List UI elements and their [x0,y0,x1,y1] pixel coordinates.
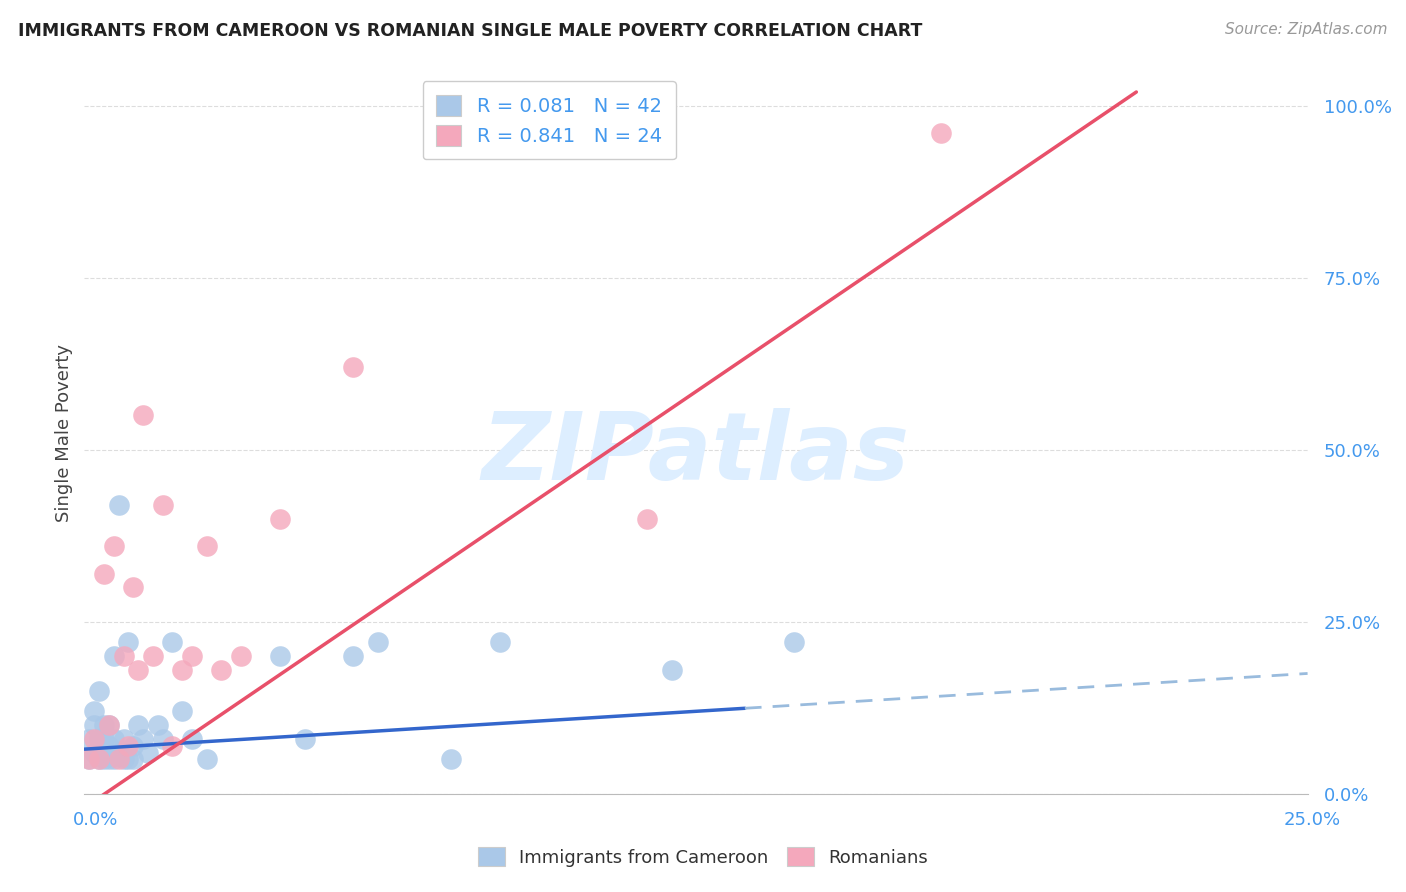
Point [107,752,129,766]
Point [132,409,155,423]
Point [97,752,120,766]
Point [342,649,364,664]
Point [83,704,105,718]
Point [112,752,135,766]
Point [636,511,658,525]
Point [83,718,105,732]
Point [172,663,194,677]
Point [103,539,125,553]
Point [172,704,194,718]
Text: ZIPatlas: ZIPatlas [482,409,910,500]
Point [132,731,155,746]
Point [87,752,110,766]
Point [229,649,252,664]
Point [195,539,218,553]
Point [112,731,135,746]
Point [162,635,184,649]
Point [107,498,129,512]
Point [269,649,291,664]
Legend: R = 0.081   N = 42, R = 0.841   N = 24: R = 0.081 N = 42, R = 0.841 N = 24 [423,81,676,160]
Point [152,731,174,746]
Point [117,739,139,753]
Text: IMMIGRANTS FROM CAMEROON VS ROMANIAN SINGLE MALE POVERTY CORRELATION CHART: IMMIGRANTS FROM CAMEROON VS ROMANIAN SIN… [18,22,922,40]
Point [93,566,115,581]
Point [783,635,806,649]
Point [342,360,364,375]
Point [181,731,204,746]
Point [87,752,110,766]
Point [929,126,952,140]
Point [152,498,174,512]
Point [77,731,100,746]
Legend: Immigrants from Cameroon, Romanians: Immigrants from Cameroon, Romanians [471,840,935,874]
Text: Source: ZipAtlas.com: Source: ZipAtlas.com [1225,22,1388,37]
Point [103,731,125,746]
Point [195,752,218,766]
Point [440,752,463,766]
Point [117,635,139,649]
Point [103,752,125,766]
Point [93,718,115,732]
Point [93,752,115,766]
Point [93,731,115,746]
Point [107,746,129,760]
Text: 25.0%: 25.0% [1284,811,1340,829]
Point [142,649,165,664]
Text: 0.0%: 0.0% [73,811,118,829]
Point [127,718,149,732]
Point [162,739,184,753]
Point [181,649,204,664]
Point [122,739,145,753]
Point [136,746,159,760]
Point [83,731,105,746]
Point [87,731,110,746]
Point [294,731,316,746]
Point [77,752,100,766]
Point [77,752,100,766]
Point [146,718,169,732]
Point [97,739,120,753]
Point [83,746,105,760]
Point [127,663,149,677]
Point [269,511,291,525]
Point [103,649,125,664]
Point [122,752,145,766]
Point [97,718,120,732]
Point [112,649,135,664]
Point [661,663,683,677]
Point [122,581,145,595]
Point [87,683,110,698]
Point [209,663,232,677]
Point [117,752,139,766]
Point [489,635,512,649]
Y-axis label: Single Male Poverty: Single Male Poverty [55,343,73,522]
Point [97,718,120,732]
Point [367,635,389,649]
